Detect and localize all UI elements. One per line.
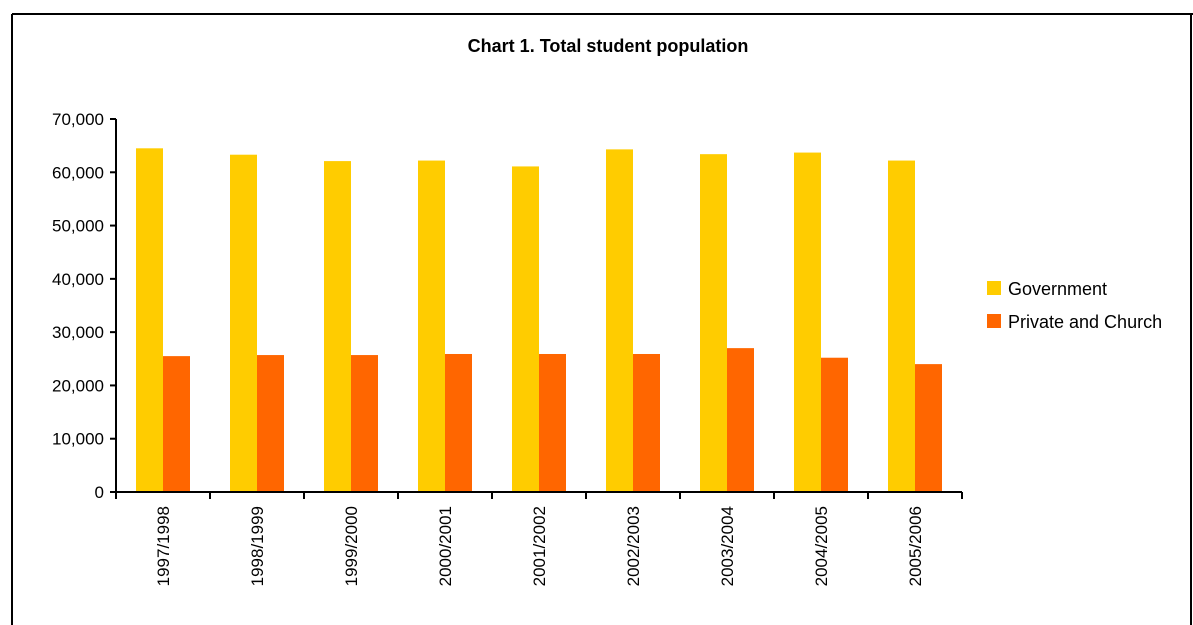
bar-private-and-church bbox=[163, 356, 190, 492]
y-tick-label: 40,000 bbox=[52, 270, 104, 289]
legend-label: Government bbox=[1008, 279, 1107, 299]
y-tick-label: 50,000 bbox=[52, 217, 104, 236]
y-tick-label: 0 bbox=[95, 483, 104, 502]
x-tick-label: 2000/2001 bbox=[436, 506, 455, 586]
bar-private-and-church bbox=[633, 353, 660, 492]
x-tick-label: 1997/1998 bbox=[154, 506, 173, 586]
bar-private-and-church bbox=[821, 357, 848, 492]
plot-area: 0 10,000 20,000 30,000 40,000 50,000 60,000 70,… bbox=[52, 110, 963, 586]
y-tick-label: 20,000 bbox=[52, 376, 104, 395]
x-tick-label: 2003/2004 bbox=[718, 506, 737, 586]
x-tick-label: 2002/2003 bbox=[624, 506, 643, 586]
bar-government bbox=[418, 160, 445, 492]
legend: Government Private and Church bbox=[987, 279, 1162, 332]
x-tick-label: 1999/2000 bbox=[342, 506, 361, 586]
bar-government bbox=[324, 161, 351, 493]
bar-government bbox=[512, 166, 539, 492]
y-tick-label: 60,000 bbox=[52, 163, 104, 182]
bar-government bbox=[794, 152, 821, 492]
chart-title: Chart 1. Total student population bbox=[468, 36, 749, 56]
legend-label: Private and Church bbox=[1008, 312, 1162, 332]
bar-government bbox=[700, 154, 727, 492]
x-tick-label: 2001/2002 bbox=[530, 506, 549, 586]
bar-government bbox=[136, 148, 163, 493]
x-tick-label: 1998/1999 bbox=[248, 506, 267, 586]
bar-private-and-church bbox=[351, 355, 378, 492]
x-tick-label: 2005/2006 bbox=[906, 506, 925, 586]
y-tick-label: 70,000 bbox=[52, 110, 104, 129]
legend-swatch bbox=[987, 281, 1001, 295]
bar-government bbox=[888, 160, 915, 492]
legend-swatch bbox=[987, 314, 1001, 328]
y-tick-label: 10,000 bbox=[52, 430, 104, 449]
bar-government bbox=[230, 154, 257, 493]
bar-private-and-church bbox=[727, 348, 754, 492]
bar-private-and-church bbox=[445, 353, 472, 492]
bar-government bbox=[606, 149, 633, 492]
bar-private-and-church bbox=[539, 353, 566, 492]
bar-private-and-church bbox=[915, 364, 942, 492]
bar-private-and-church bbox=[257, 355, 284, 492]
x-tick-label: 2004/2005 bbox=[812, 506, 831, 586]
y-tick-label: 30,000 bbox=[52, 323, 104, 342]
